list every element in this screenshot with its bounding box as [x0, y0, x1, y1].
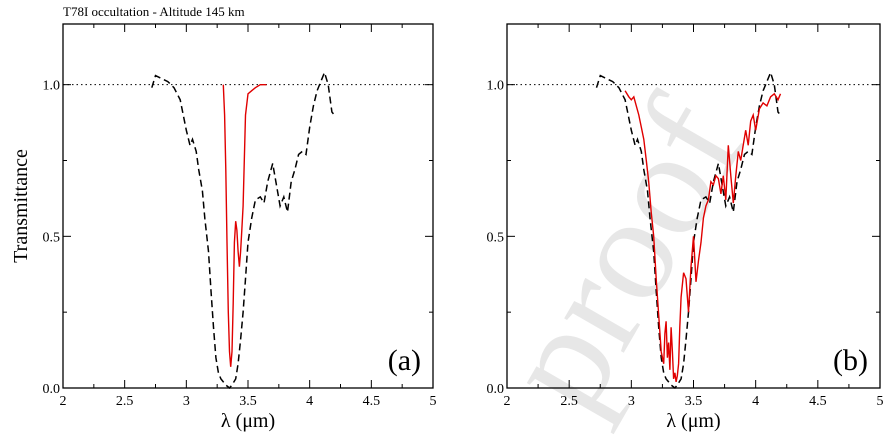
watermark: proof [470, 72, 776, 436]
y-tick-label: 0.5 [43, 230, 61, 245]
x-tick-label: 4.5 [809, 394, 827, 409]
x-tick-label: 2.5 [116, 394, 134, 409]
x-tick-label: 3.5 [239, 394, 257, 409]
figure-title: T78I occultation - Altitude 145 km [63, 4, 245, 19]
y-tick-label: 1.0 [487, 79, 505, 94]
x-tick-label: 2.5 [560, 394, 578, 409]
panel-b: 2 2.5 3 3.5 4 4.5 5 0.0 0.5 1.0 λ (μm) (b) [487, 23, 883, 432]
plot-frame [62, 23, 434, 389]
y-tick-label: 0.5 [487, 230, 505, 245]
y-axis-label: Transmittance [10, 149, 32, 263]
observed-series-line [595, 70, 782, 390]
x-tick-label: 5 [430, 394, 437, 409]
y-tick-label: 1.0 [43, 79, 61, 94]
x-tick-label: 2 [504, 394, 511, 409]
panel-label: (a) [388, 344, 421, 377]
x-axis-label: λ (μm) [221, 410, 275, 432]
x-tick-label: 2 [60, 394, 67, 409]
x-axis-label: λ (μm) [666, 410, 720, 432]
observed-series-line [151, 70, 335, 390]
y-tick-label: 0.0 [43, 382, 61, 397]
panel-label: (b) [833, 344, 868, 377]
x-tick-label: 3 [628, 394, 635, 409]
model-series-line [624, 90, 782, 383]
panels: 2 2.5 3 3.5 4 4.5 5 0.0 0.5 1.0 λ (μm) Transmittanc… [10, 23, 883, 432]
x-tick-label: 4 [752, 394, 759, 409]
y-tick-label: 0.0 [487, 382, 505, 397]
x-tick-label: 3 [183, 394, 190, 409]
x-tick-label: 4 [306, 394, 313, 409]
x-tick-label: 5 [877, 394, 883, 409]
model-series-line [222, 83, 267, 367]
x-tick-label: 4.5 [363, 394, 381, 409]
x-tick-label: 3.5 [685, 394, 703, 409]
panel-a: 2 2.5 3 3.5 4 4.5 5 0.0 0.5 1.0 λ (μm) Transmittanc… [10, 23, 437, 432]
